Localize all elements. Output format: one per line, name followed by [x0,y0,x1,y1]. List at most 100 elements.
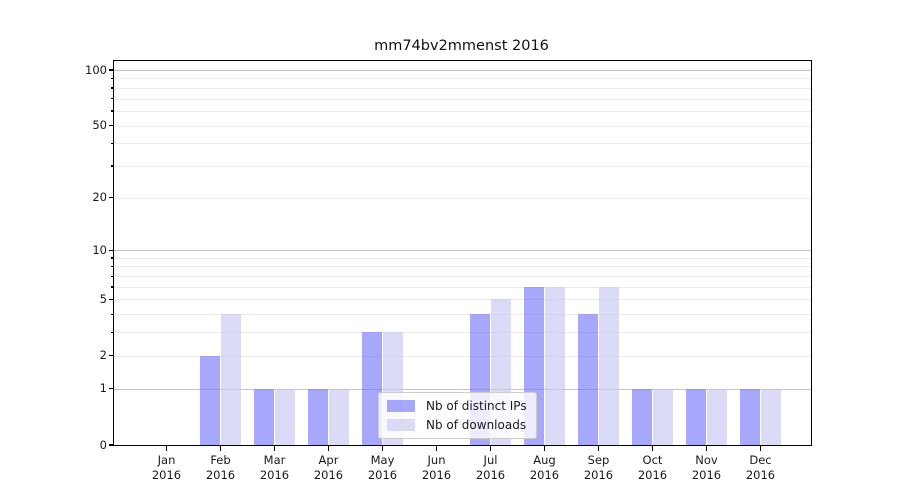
y-axis-minor-tick [110,165,114,167]
y-axis-tick-label: 2 [99,348,107,363]
gridline-minor [114,98,811,100]
x-axis-tick [273,445,276,451]
y-axis-minor-tick [110,87,114,89]
bar-downloads [328,388,350,445]
x-axis-tick [435,445,438,451]
month-label: Sep [587,453,610,467]
gridline-minor [114,286,811,288]
y-axis-tick-label: 10 [92,242,107,257]
bar-distinct-ips [685,388,707,445]
year-label: 2016 [529,468,560,482]
y-axis-tick-label: 1 [99,381,107,396]
x-axis-tick-label: Feb 2016 [191,453,251,483]
y-axis-tick [108,444,114,446]
y-axis-minor-tick [110,110,114,112]
gridline-minor [114,78,811,80]
month-label: Aug [533,453,556,467]
bar-downloads [544,286,566,445]
year-label: 2016 [367,468,398,482]
x-axis-tick [219,445,222,451]
y-axis-minor-tick [110,286,114,288]
gridline-minor [114,110,811,112]
y-axis-tick-label: 5 [99,291,107,306]
bar-distinct-ips [307,388,329,445]
bar-distinct-ips [253,388,275,445]
year-label: 2016 [745,468,776,482]
y-axis-tick [108,388,114,390]
bar-distinct-ips [631,388,653,445]
x-axis-tick-label: Mar 2016 [245,453,305,483]
y-axis-tick-label: 100 [85,62,107,77]
y-axis-minor-tick [110,331,114,334]
bar-distinct-ips [577,314,599,445]
y-axis-tick [108,298,114,300]
gridline-minor [114,143,811,145]
y-axis-tick-label: 50 [92,118,107,133]
gridline-major [114,388,811,390]
month-label: Oct [642,453,663,467]
x-axis-tick-label: Dec 2016 [731,453,791,483]
y-axis-minor-tick [110,275,114,277]
y-axis-minor-tick [110,313,114,315]
y-axis-minor-tick [110,265,114,268]
year-label: 2016 [637,468,668,482]
month-label: Dec [749,453,772,467]
x-axis-tick [651,445,654,451]
chart-title: mm74bv2mmenst 2016 [374,38,549,54]
gridline-minor [114,266,811,268]
x-axis-tick [381,445,384,451]
bar-downloads [706,388,728,445]
gridline-minor [114,276,811,278]
year-label: 2016 [313,468,344,482]
month-label: Mar [263,453,286,467]
y-axis-tick [108,249,114,251]
gridline-major [114,70,811,71]
y-axis-tick-label: 0 [99,437,107,452]
month-label: Jul [483,453,498,467]
x-axis-tick-label: Aug 2016 [515,453,575,483]
gridline-minor [114,355,811,357]
y-axis-minor-tick [110,77,114,80]
x-axis-tick-label: Oct 2016 [623,453,683,483]
x-axis-tick-label: Apr 2016 [299,453,359,483]
y-axis-minor-tick [110,98,114,100]
month-label: May [370,453,395,467]
bar-downloads [598,286,620,445]
month-label: Jun [427,453,446,467]
gridline-minor [114,125,811,127]
y-axis-minor-tick [110,142,114,144]
gridline-minor [114,257,811,259]
plot-area: 0 1 2 5 10 20 50 100 Jan 2016 Feb 2016 Mar 2016 Apr 201… [85,60,812,482]
month-label: Nov [695,453,718,467]
year-label: 2016 [205,468,236,482]
legend-color-patch [387,419,415,431]
year-label: 2016 [151,468,182,482]
x-axis-tick-label: Jan 2016 [137,453,197,483]
year-label: 2016 [421,468,452,482]
bar-downloads [220,314,242,445]
month-label: Jan [157,453,176,467]
x-axis-tick-label: May 2016 [353,453,413,483]
x-axis-tick-label: Sep 2016 [569,453,629,483]
bar-distinct-ips [739,388,761,445]
x-axis-tick [489,445,492,451]
bar-downloads [274,388,296,445]
gridline-major [114,250,811,252]
y-axis-tick [108,197,114,199]
gridline-minor [114,197,811,199]
gridline-minor [114,332,811,334]
bar-downloads [760,388,782,445]
year-label: 2016 [475,468,506,482]
y-axis-tick [108,124,114,127]
y-axis-tick [108,69,114,71]
x-axis-tick [705,445,708,451]
year-label: 2016 [691,468,722,482]
bar-downloads [652,388,674,445]
month-label: Apr [318,453,339,467]
legend-label: Nb of downloads [426,418,527,432]
y-axis-tick [108,355,114,357]
legend-entry: Nb of downloads [387,418,527,432]
gridline-minor [114,165,811,167]
legend-label: Nb of distinct IPs [426,399,527,413]
